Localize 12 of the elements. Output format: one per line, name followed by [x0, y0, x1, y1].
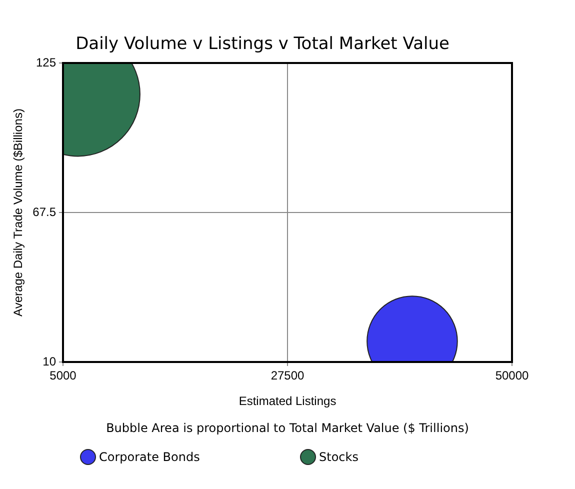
legend-label: Stocks — [319, 450, 358, 464]
y-axis-title: Average Daily Trade Volume ($Billions) — [10, 108, 25, 316]
chart-title: Daily Volume v Listings v Total Market Value — [76, 34, 450, 54]
x-tick-label: 27500 — [270, 368, 305, 383]
x-axis-title: Estimated Listings — [238, 394, 336, 408]
x-tick-label: 50000 — [495, 368, 530, 383]
text: Bubble Area is proportional to Total Market Value ($ Trillions) — [105, 421, 470, 435]
legend-label: Corporate Bonds — [99, 450, 200, 464]
y-tick-label: 125 — [36, 55, 56, 70]
y-tick-label: 10 — [42, 354, 56, 368]
x-tick-label: 5000 — [50, 368, 77, 383]
y-tick-label: 67.5 — [32, 204, 56, 219]
